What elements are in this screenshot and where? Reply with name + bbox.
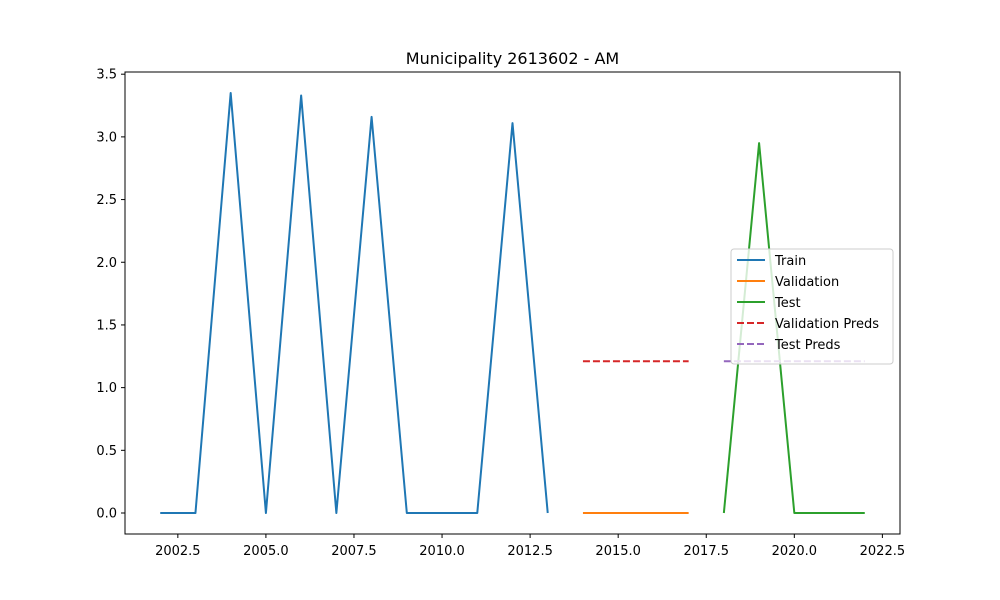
x-axis: 2002.5 2005.0 2007.5 2010.0 2012.5 2015.0 2017… <box>155 534 905 559</box>
legend: Train Validation Test Validation Preds Test … <box>730 248 894 365</box>
legend-label: Test <box>774 296 801 311</box>
series-line-train <box>160 92 549 514</box>
plot-frame <box>124 71 901 535</box>
x-tick-label: 2002.5 <box>155 544 201 559</box>
y-tick-label: 2.5 <box>96 193 117 208</box>
x-tick-label: 2007.5 <box>331 544 377 559</box>
y-tick-label: 3.5 <box>96 68 117 83</box>
y-tick-label: 0.5 <box>96 444 117 459</box>
y-tick-label: 1.0 <box>96 381 117 396</box>
x-tick-label: 2022.5 <box>860 544 906 559</box>
y-tick-label: 3.0 <box>96 130 117 145</box>
y-tick-label: 1.5 <box>96 318 117 333</box>
legend-label: Validation <box>775 275 839 290</box>
y-axis: 0.0 0.5 1.0 1.5 2.0 2.5 3.0 3.5 <box>96 68 125 522</box>
x-tick-label: 2017.5 <box>684 544 730 559</box>
x-tick-label: 2015.0 <box>595 544 641 559</box>
y-tick-label: 2.0 <box>96 256 117 271</box>
legend-box <box>730 248 894 365</box>
x-tick-label: 2005.0 <box>243 544 289 559</box>
y-tick-label: 0.0 <box>96 507 117 522</box>
legend-label: Test Preds <box>774 338 841 353</box>
x-tick-label: 2012.5 <box>507 544 553 559</box>
x-tick-label: 2010.0 <box>419 544 465 559</box>
chart-title: Municipality 2613602 - AM <box>406 49 619 68</box>
x-tick-label: 2020.0 <box>772 544 818 559</box>
legend-label: Train <box>774 254 806 269</box>
legend-label: Validation Preds <box>775 317 879 332</box>
